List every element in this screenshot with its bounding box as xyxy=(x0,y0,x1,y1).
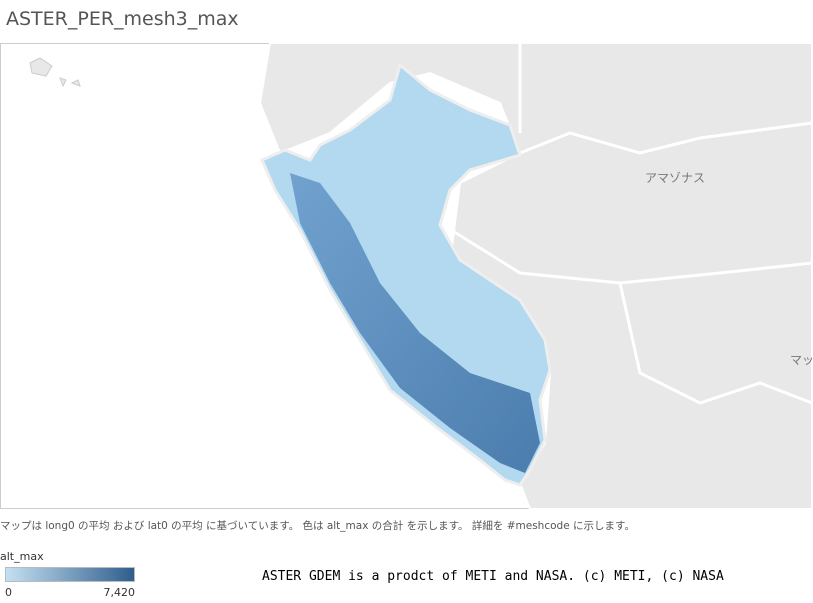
map-label: マッ xyxy=(790,353,812,367)
legend-max: 7,420 xyxy=(103,586,136,599)
andes-elevation xyxy=(290,173,540,473)
legend-min: 0 xyxy=(5,586,12,599)
legend-gradient xyxy=(5,567,135,582)
islands xyxy=(29,57,81,88)
legend-title: alt_max xyxy=(0,550,44,563)
map-label: アマゾナス xyxy=(645,171,705,185)
title: ASTER_PER_mesh3_max xyxy=(6,8,239,30)
map[interactable]: アマゾナス マッ xyxy=(0,43,812,509)
caption: マップは long0 の平均 および lat0 の平均 に基づいています。 色は… xyxy=(0,520,635,532)
borders xyxy=(439,43,812,405)
credit: ASTER GDEM is a prodct of METI and NASA.… xyxy=(262,569,724,584)
